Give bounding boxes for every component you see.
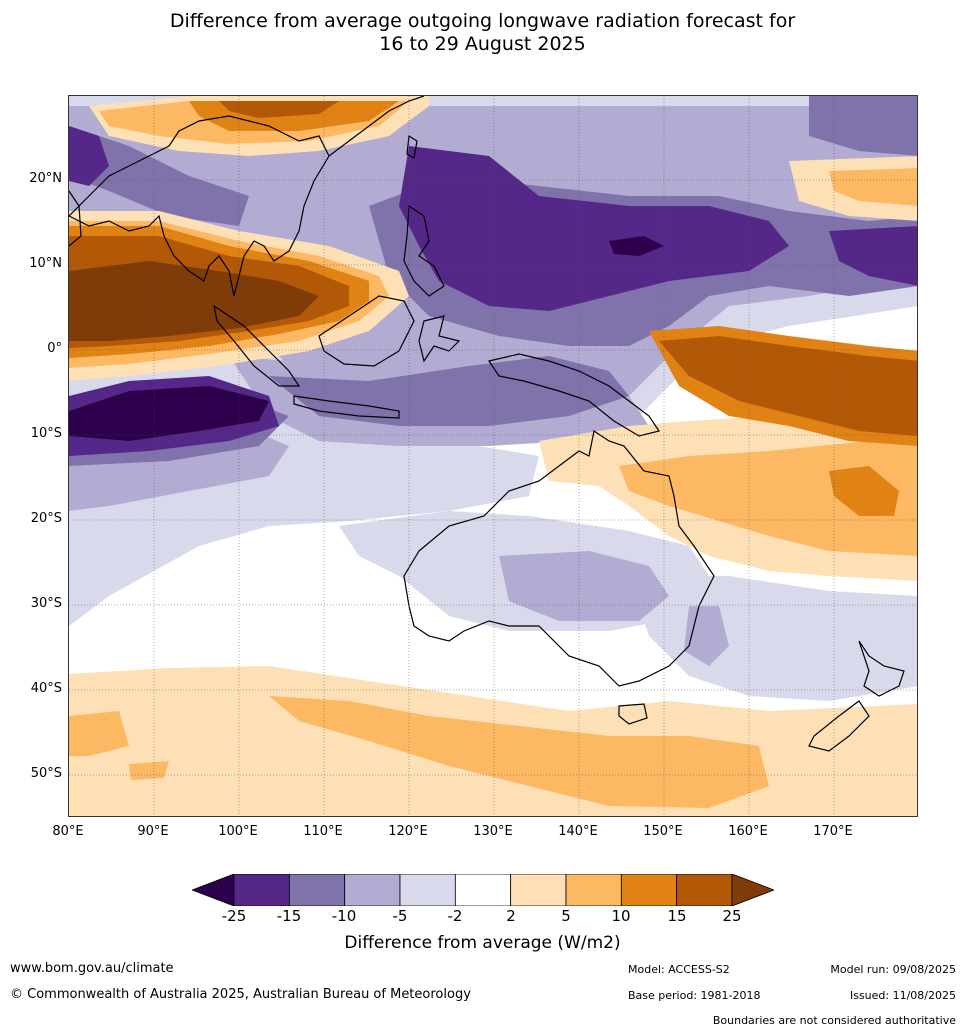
borneo-outline bbox=[318, 295, 415, 367]
contour-brown-swp bbox=[659, 336, 917, 436]
website-link[interactable]: www.bom.gov.au/climate bbox=[10, 961, 174, 976]
colorbar-segment bbox=[233, 874, 290, 906]
philippines-outline bbox=[403, 204, 445, 297]
contour-orange-mid-south-2 bbox=[69, 711, 129, 756]
colorbar-segment bbox=[620, 874, 678, 906]
india-outline bbox=[69, 190, 82, 247]
colorbar-segment bbox=[565, 874, 622, 906]
contour-medium-purple-australia bbox=[499, 551, 669, 621]
new-guinea-outline bbox=[488, 353, 660, 437]
colorbar-tick: -5 bbox=[392, 907, 408, 925]
asia-mainland-outline bbox=[69, 115, 330, 297]
colorbar-extend-high bbox=[731, 874, 774, 906]
base-period-label: Base period: 1981-2018 bbox=[628, 989, 761, 1002]
lat-label-40s: 40°S bbox=[30, 681, 62, 696]
contour-darkest-purple-indian bbox=[69, 386, 269, 441]
tasmania-outline bbox=[618, 703, 648, 725]
colorbar bbox=[192, 874, 774, 906]
lat-label-30s: 30°S bbox=[30, 596, 62, 611]
colorbar-tick: 2 bbox=[506, 907, 516, 925]
colorbar-tick: -25 bbox=[221, 907, 247, 925]
colorbar-tick: 10 bbox=[611, 907, 631, 925]
colorbar-segment bbox=[510, 874, 567, 906]
title-line-1: Difference from average outgoing longwav… bbox=[169, 10, 796, 32]
lon-label-100e: 100°E bbox=[218, 824, 258, 839]
map-svg bbox=[69, 96, 917, 816]
title-line-2: 16 to 29 August 2025 bbox=[379, 33, 586, 55]
contour-orange-mid-south-3 bbox=[129, 761, 169, 780]
contour-darkest-brown-bay bbox=[69, 261, 319, 341]
contour-orange-mid-south-1 bbox=[269, 696, 769, 808]
lon-label-140e: 140°E bbox=[558, 824, 598, 839]
new-zealand-north-outline bbox=[858, 640, 905, 697]
lat-label-10n: 10°N bbox=[29, 256, 62, 271]
sumatra-outline bbox=[213, 304, 301, 387]
colorbar-tick: 5 bbox=[561, 907, 571, 925]
contour-deep-purple-nw bbox=[69, 126, 109, 186]
lat-label-20n: 20°N bbox=[29, 171, 62, 186]
contour-purple-east-pacific bbox=[809, 96, 917, 156]
colorbar-tick: -15 bbox=[276, 907, 302, 925]
contour-purple-indonesia bbox=[269, 356, 629, 426]
colorbar-segment bbox=[676, 874, 733, 906]
colorbar-tick: 15 bbox=[667, 907, 687, 925]
contour-orange-mid-ne bbox=[829, 168, 917, 206]
colorbar-tick: -2 bbox=[447, 907, 463, 925]
contour-purple-northwest bbox=[69, 126, 249, 226]
contour-orange-dark-fiji bbox=[829, 466, 899, 516]
lon-label-90e: 90°E bbox=[137, 824, 169, 839]
contour-deep-purple-east bbox=[829, 226, 917, 286]
lon-label-130e: 130°E bbox=[473, 824, 513, 839]
contour-darkest-purple-pacific bbox=[609, 236, 664, 256]
australia-outline bbox=[403, 430, 715, 687]
colorbar-segment bbox=[344, 874, 401, 906]
colorbar-title: Difference from average (W/m2) bbox=[344, 933, 621, 953]
colorbar-segment bbox=[399, 874, 456, 906]
colorbar-tick: -10 bbox=[331, 907, 357, 925]
colorbar-segment bbox=[288, 874, 346, 906]
lat-label-10s: 10°S bbox=[30, 426, 62, 441]
china-coast-outline bbox=[328, 96, 425, 157]
colorbar-tick: 25 bbox=[722, 907, 742, 925]
sulawesi-outline bbox=[418, 315, 461, 363]
model-label: Model: ACCESS-S2 bbox=[628, 963, 730, 976]
disclaimer-text: Boundaries are not considered authoritat… bbox=[712, 1014, 956, 1027]
lon-label-170e: 170°E bbox=[813, 824, 853, 839]
contour-orange-mid-swp bbox=[619, 436, 917, 556]
new-zealand-south-outline bbox=[808, 700, 870, 752]
colorbar-extend-low bbox=[192, 874, 235, 906]
lon-label-120e: 120°E bbox=[388, 824, 428, 839]
lon-label-150e: 150°E bbox=[643, 824, 683, 839]
taiwan-outline bbox=[406, 134, 418, 159]
contour-brown-north bbox=[219, 101, 339, 118]
map-title: Difference from average outgoing longwav… bbox=[0, 10, 965, 56]
colorbar-segment bbox=[454, 874, 512, 906]
model-run-label: Model run: 09/08/2025 bbox=[830, 963, 956, 976]
contour-deep-purple-pacific bbox=[399, 146, 789, 311]
java-outline bbox=[293, 395, 400, 419]
olr-anomaly-map bbox=[68, 95, 918, 817]
lon-label-160e: 160°E bbox=[728, 824, 768, 839]
lon-label-110e: 110°E bbox=[303, 824, 343, 839]
lat-label-0: 0° bbox=[47, 341, 62, 356]
copyright-text: © Commonwealth of Australia 2025, Austra… bbox=[10, 987, 471, 1002]
issued-label: Issued: 11/08/2025 bbox=[849, 989, 956, 1002]
graticule bbox=[69, 96, 917, 816]
lat-label-50s: 50°S bbox=[30, 766, 62, 781]
lon-label-80e: 80°E bbox=[52, 824, 84, 839]
lat-label-20s: 20°S bbox=[30, 511, 62, 526]
